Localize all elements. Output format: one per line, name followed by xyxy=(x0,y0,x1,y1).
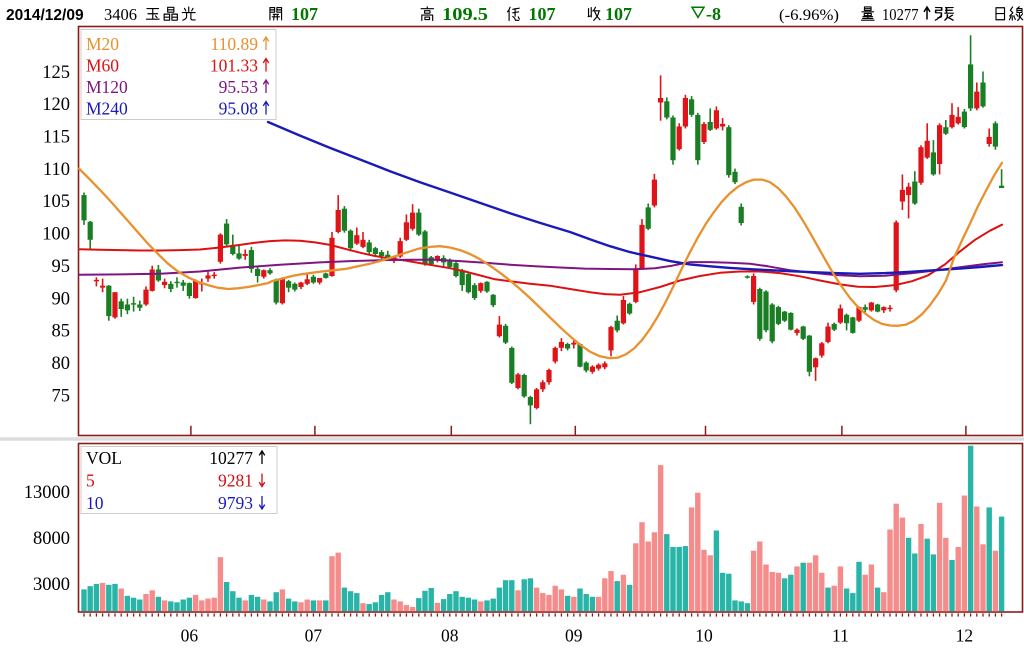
svg-text:3406: 3406 xyxy=(104,5,137,24)
svg-text:109.5: 109.5 xyxy=(442,4,488,24)
svg-text:101.33: 101.33 xyxy=(210,56,258,76)
svg-text:8000: 8000 xyxy=(33,529,70,549)
svg-text:107: 107 xyxy=(529,4,556,24)
svg-text:80: 80 xyxy=(52,354,71,374)
svg-text:105: 105 xyxy=(42,192,70,212)
svg-text:-8: -8 xyxy=(706,4,721,24)
svg-text:M240: M240 xyxy=(86,99,128,119)
svg-text:125: 125 xyxy=(42,63,70,83)
svg-text:107: 107 xyxy=(291,4,318,24)
svg-text:2014/12/09: 2014/12/09 xyxy=(6,7,84,24)
svg-text:95: 95 xyxy=(52,257,71,277)
svg-text:13000: 13000 xyxy=(24,483,70,503)
svg-text:06: 06 xyxy=(181,626,199,646)
svg-text:9281: 9281 xyxy=(218,471,253,491)
svg-text:M20: M20 xyxy=(86,34,119,54)
svg-text:10277: 10277 xyxy=(209,448,253,468)
svg-text:115: 115 xyxy=(43,128,70,148)
svg-text:110.89: 110.89 xyxy=(211,34,259,54)
svg-text:10277: 10277 xyxy=(882,5,919,24)
svg-text:120: 120 xyxy=(42,95,70,115)
svg-text:9793: 9793 xyxy=(218,493,253,513)
svg-text:95.53: 95.53 xyxy=(219,77,259,97)
svg-text:M60: M60 xyxy=(86,56,119,76)
svg-text:12: 12 xyxy=(956,626,974,646)
svg-text:11: 11 xyxy=(832,626,849,646)
svg-text:95.08: 95.08 xyxy=(219,99,259,119)
svg-text:08: 08 xyxy=(441,626,459,646)
svg-text:07: 07 xyxy=(305,626,323,646)
svg-text:90: 90 xyxy=(52,289,71,309)
svg-text:M120: M120 xyxy=(86,77,128,97)
svg-text:09: 09 xyxy=(565,626,583,646)
svg-text:100: 100 xyxy=(42,225,70,245)
svg-text:110: 110 xyxy=(43,160,70,180)
svg-text:75: 75 xyxy=(52,386,71,406)
svg-text:10: 10 xyxy=(86,493,104,513)
svg-text:VOL: VOL xyxy=(86,448,122,468)
svg-text:(-6.96%): (-6.96%) xyxy=(779,7,839,24)
svg-text:10: 10 xyxy=(695,626,713,646)
svg-text:85: 85 xyxy=(52,322,71,342)
svg-text:5: 5 xyxy=(86,471,95,491)
svg-text:3000: 3000 xyxy=(33,575,70,595)
svg-text:107: 107 xyxy=(605,4,632,24)
